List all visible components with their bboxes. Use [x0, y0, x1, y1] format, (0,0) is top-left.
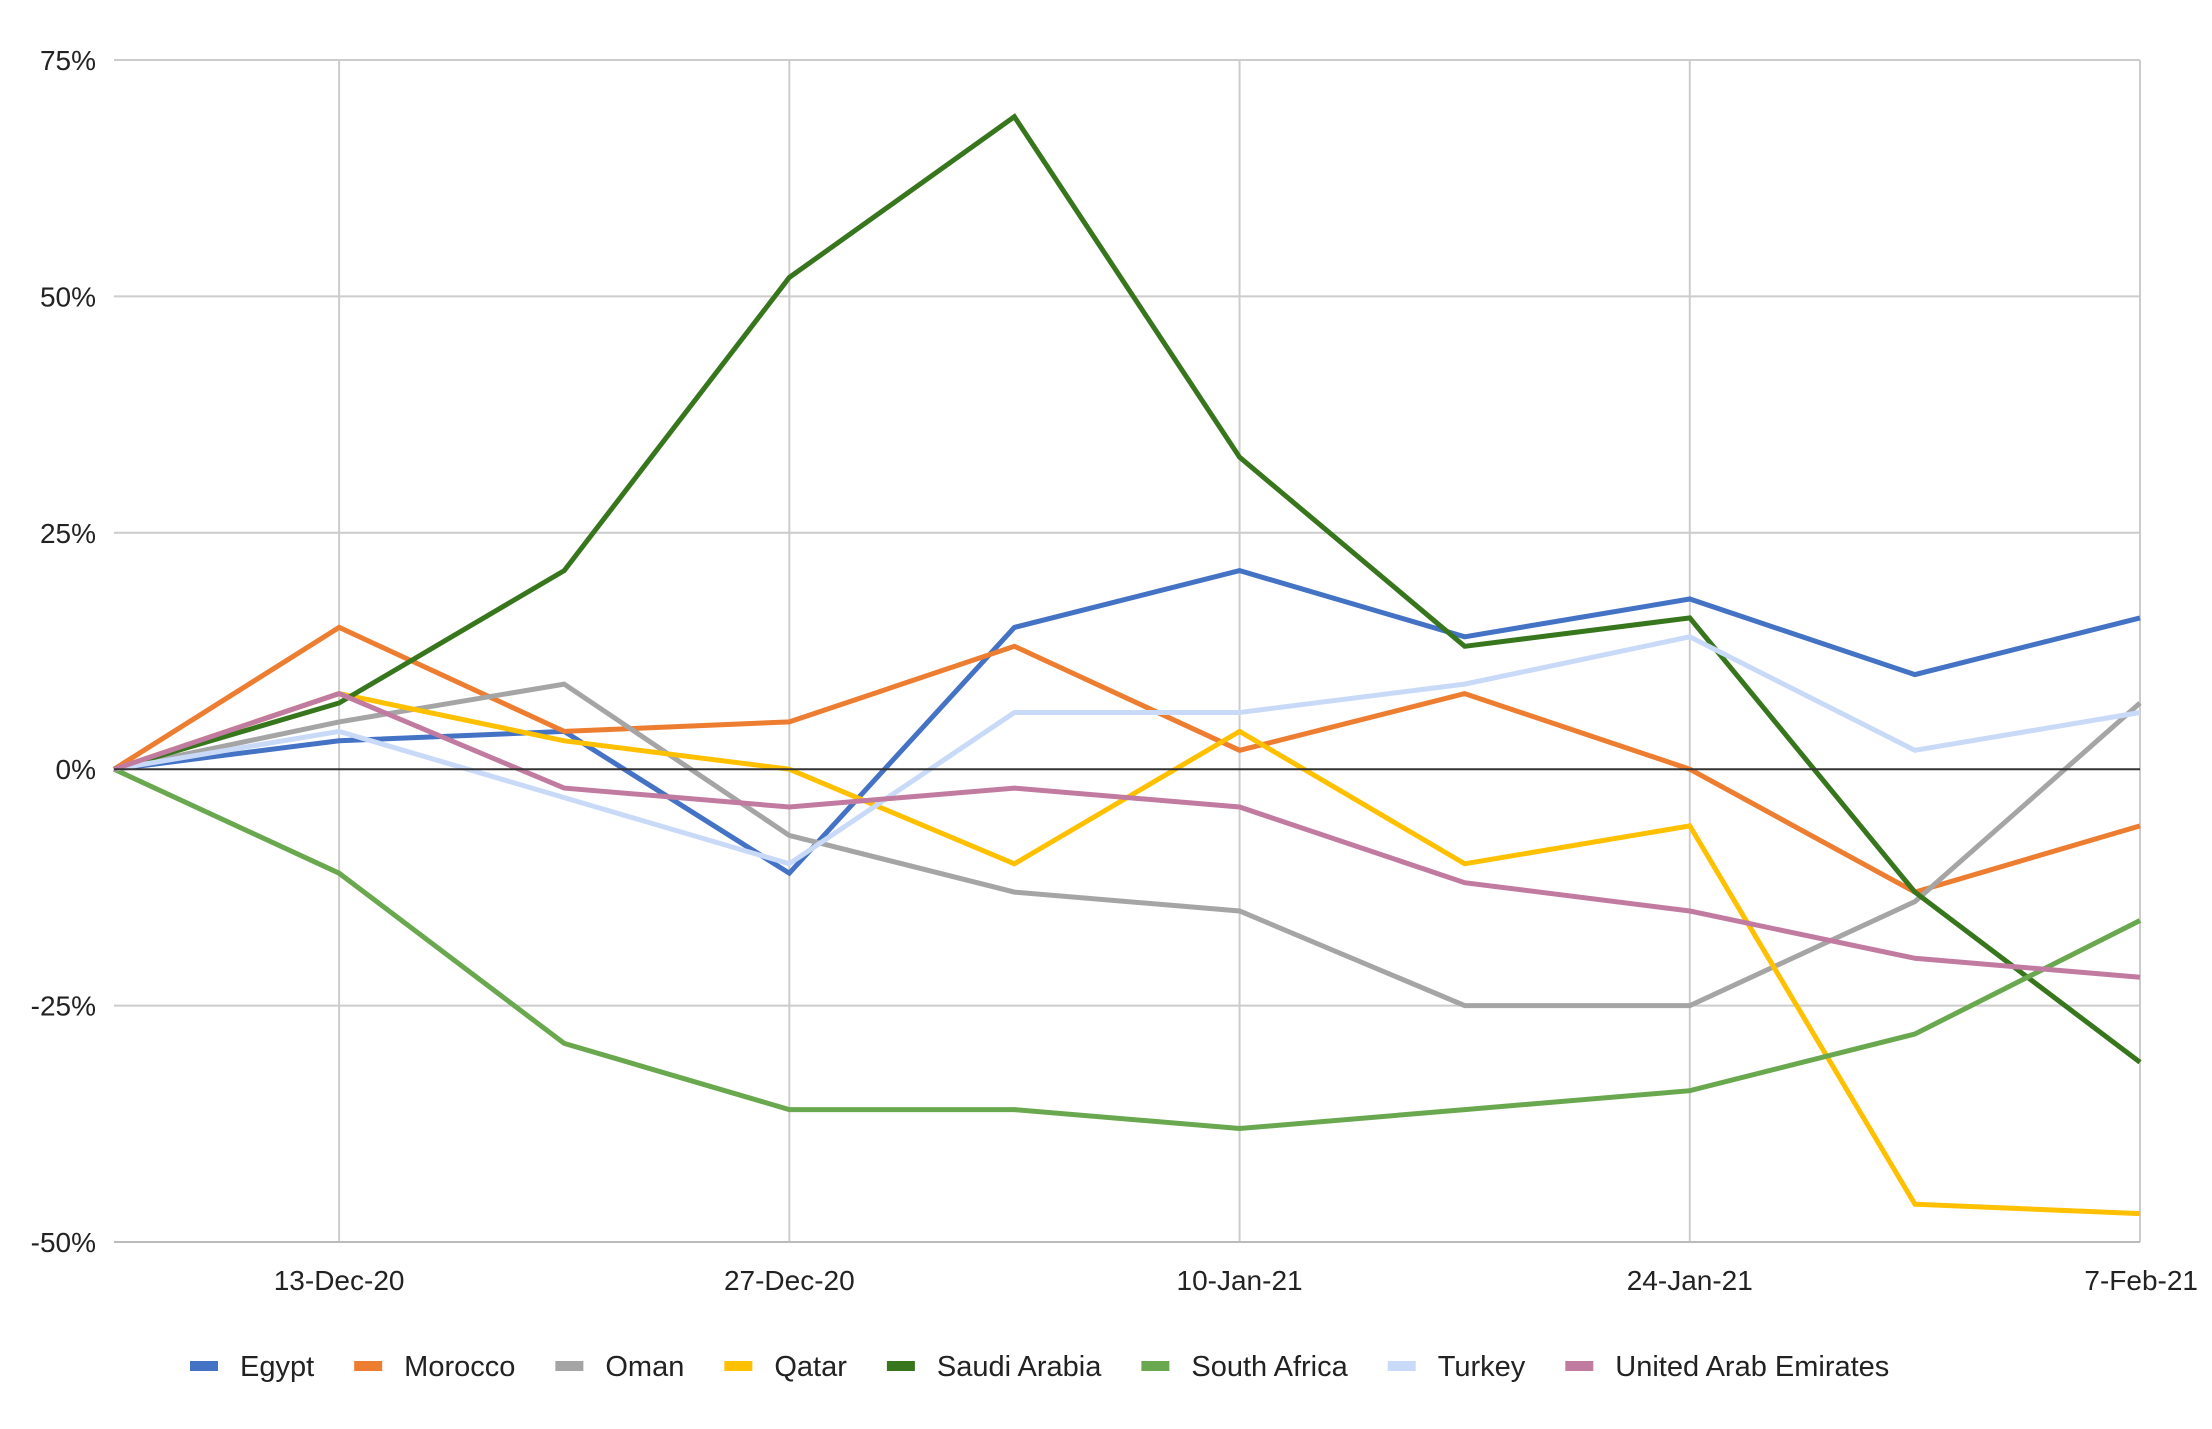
series-line-qatar — [113, 691, 2141, 1217]
legend-swatch-morocco — [354, 1361, 383, 1371]
legend-swatch-united-arab-emirates — [1565, 1361, 1594, 1371]
legend-swatch-oman — [555, 1361, 584, 1371]
y-tick-label: -25% — [31, 991, 96, 1022]
series-line-morocco — [112, 624, 2141, 895]
legend-swatch-egypt — [190, 1361, 218, 1371]
x-tick-label: 13-Dec-20 — [274, 1265, 405, 1296]
legend-swatch-south-africa — [1141, 1361, 1170, 1371]
legend-label-qatar: Qatar — [774, 1351, 847, 1383]
legend-label-oman: Oman — [605, 1351, 684, 1383]
legend-swatch-qatar — [724, 1361, 753, 1371]
x-tick-label: 7-Feb-21 — [2084, 1265, 2198, 1296]
legend: Egypt Morocco Oman Qatar Saudi Arabia South A… — [190, 1351, 1889, 1383]
axis-layer: 75% 50% 25% 0% -25% -50% 13-Dec-20 27-Dec-20 10-… — [31, 45, 2198, 1296]
x-tick-label: 27-Dec-20 — [724, 1265, 855, 1296]
series-line-united-arab-emirates — [113, 690, 2141, 980]
series-layer — [112, 113, 2142, 1217]
legend-label-saudi-arabia: Saudi Arabia — [937, 1351, 1102, 1383]
legend-swatch-turkey — [1387, 1361, 1416, 1371]
series-line-south-africa — [112, 766, 2142, 1132]
y-tick-label: 25% — [40, 518, 96, 549]
legend-label-united-arab-emirates: United Arab Emirates — [1615, 1351, 1889, 1383]
y-tick-label: -50% — [31, 1227, 96, 1258]
y-tick-label: 75% — [40, 45, 96, 76]
x-tick-label: 24-Jan-21 — [1627, 1265, 1753, 1296]
series-line-saudi-arabia — [113, 113, 2142, 1065]
legend-label-south-africa: South Africa — [1191, 1351, 1348, 1383]
legend-label-turkey: Turkey — [1438, 1351, 1526, 1383]
legend-label-morocco: Morocco — [404, 1351, 515, 1383]
x-tick-label: 10-Jan-21 — [1177, 1265, 1303, 1296]
y-tick-label: 0% — [56, 754, 96, 785]
grid-layer — [114, 59, 2141, 1243]
series-line-oman — [113, 681, 2142, 1009]
legend-label-egypt: Egypt — [240, 1351, 314, 1383]
series-line-egypt — [113, 568, 2141, 877]
series-line-turkey — [113, 634, 2141, 867]
legend-swatch-saudi-arabia — [886, 1361, 915, 1371]
y-tick-label: 50% — [40, 281, 96, 312]
